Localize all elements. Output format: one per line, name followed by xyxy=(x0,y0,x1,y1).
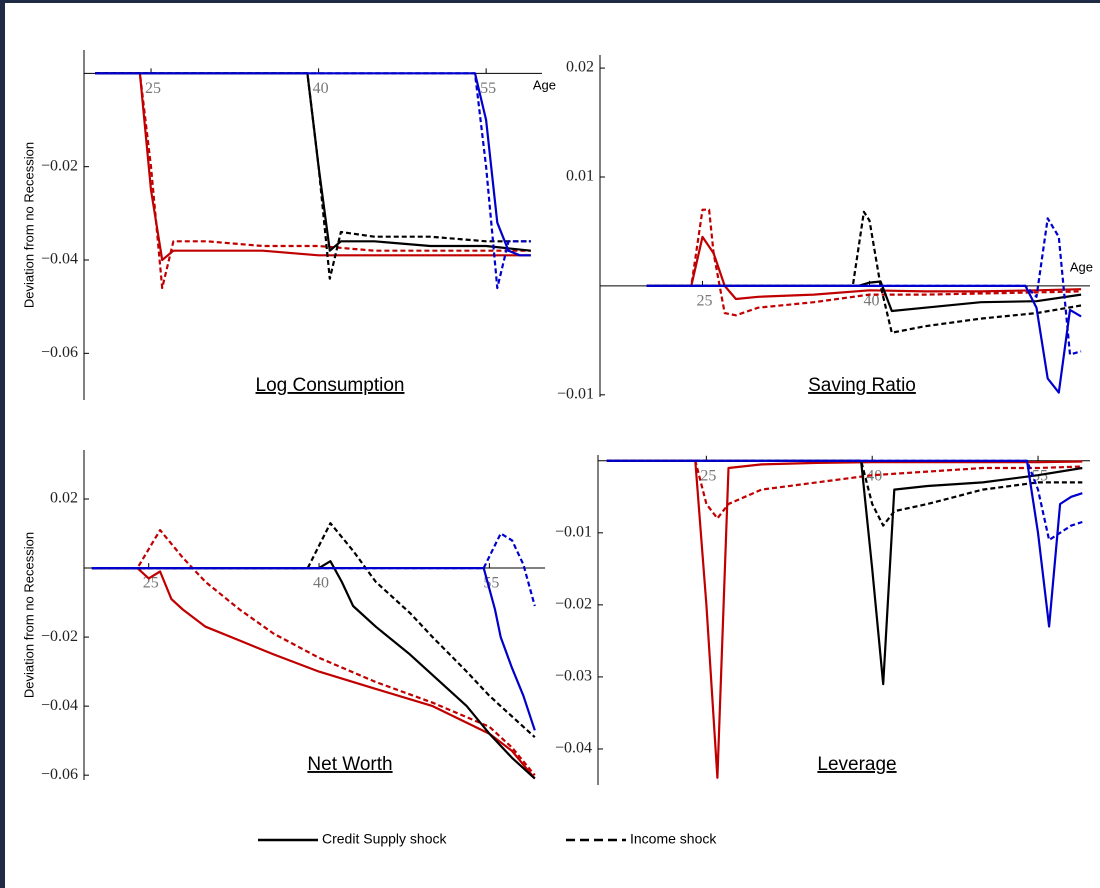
series-line xyxy=(646,208,1082,317)
series-line xyxy=(91,522,536,739)
x-tick-label: 40 xyxy=(866,467,882,484)
y-tick-label: −0.06 xyxy=(41,344,78,361)
series-line xyxy=(606,459,1083,779)
series-line xyxy=(606,459,1083,686)
x-tick-label: 25 xyxy=(145,80,161,97)
series-line xyxy=(606,459,1083,520)
x-tick-label: 25 xyxy=(696,293,712,310)
y-tick-label: −0.04 xyxy=(41,251,78,268)
x-tick-label: 25 xyxy=(700,467,716,484)
series-line xyxy=(95,72,531,290)
panel-title: Saving Ratio xyxy=(808,375,916,396)
left-border xyxy=(0,0,5,888)
y-tick-label: −0.06 xyxy=(41,766,78,783)
y-tick-label: −0.01 xyxy=(555,523,592,540)
panel-title: Leverage xyxy=(817,754,896,775)
y-tick-label: −0.02 xyxy=(555,596,592,613)
series-line xyxy=(646,235,1082,301)
x-tick-label: 40 xyxy=(313,80,329,97)
series-line xyxy=(646,217,1082,356)
series-line xyxy=(95,72,531,280)
y-axis-label: Deviation from no Recession xyxy=(21,142,36,308)
y-tick-label: −0.02 xyxy=(41,628,78,645)
series-line xyxy=(646,210,1082,334)
y-tick-label: 0.02 xyxy=(566,59,594,76)
y-tick-label: −0.01 xyxy=(557,385,594,402)
series-line xyxy=(606,459,1083,542)
top-border xyxy=(0,0,1100,3)
y-tick-label: −0.04 xyxy=(41,697,78,714)
x-tick-label: 40 xyxy=(313,575,329,592)
y-tick-label: −0.03 xyxy=(555,668,592,685)
x-axis-label: Age xyxy=(533,77,556,92)
y-tick-label: −0.04 xyxy=(555,740,592,757)
y-tick-label: 0.02 xyxy=(50,490,78,507)
x-tick-label: 40 xyxy=(864,293,880,310)
x-tick-label: 55 xyxy=(480,80,496,97)
y-tick-label: −0.02 xyxy=(41,157,78,174)
series-line xyxy=(91,560,536,780)
series-line xyxy=(95,72,531,262)
series-line xyxy=(95,72,531,290)
x-axis-label: Age xyxy=(1070,259,1093,274)
series-line xyxy=(91,567,536,731)
legend-label: Credit Supply shock xyxy=(322,831,448,847)
x-tick-label: 25 xyxy=(143,575,159,592)
series-line xyxy=(91,529,536,776)
series-line xyxy=(91,567,536,780)
legend-label: Income shock xyxy=(630,831,717,847)
y-axis-label: Deviation from no Recession xyxy=(21,532,36,698)
y-tick-label: 0.01 xyxy=(566,168,594,185)
panel-title: Net Worth xyxy=(307,754,392,775)
panel-title: Log Consumption xyxy=(256,375,405,396)
